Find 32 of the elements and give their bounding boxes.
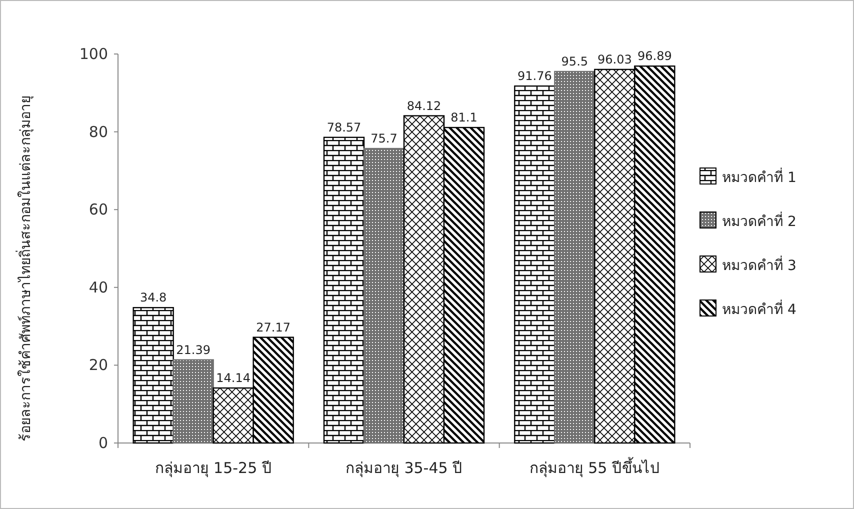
bar [323, 136, 365, 444]
legend-label: หมวดคำที่ 2 [722, 212, 796, 230]
legend-label: หมวดคำที่ 1 [722, 168, 796, 186]
x-tick-label: กลุ่มอายุ 35-45 ปี [345, 459, 463, 478]
bar [514, 85, 556, 444]
bar [132, 307, 174, 444]
data-label: 78.57 [326, 120, 362, 134]
y-tick-label: 60 [88, 200, 108, 219]
data-label: 21.39 [176, 342, 211, 357]
bar [172, 359, 214, 444]
x-tick-label: กลุ่มอายุ 15-25 ปี [154, 459, 272, 478]
y-tick-label: 80 [88, 122, 108, 141]
data-label: 14.14 [216, 370, 251, 385]
legend-label: หมวดคำที่ 3 [722, 256, 796, 274]
data-label: 95.5 [561, 54, 588, 69]
data-label: 96.03 [597, 52, 632, 66]
data-label: 27.17 [256, 320, 291, 334]
data-label: 96.89 [637, 49, 672, 64]
y-tick-label: 40 [88, 278, 108, 296]
data-label: 91.76 [517, 69, 552, 84]
y-tick-label: 20 [88, 356, 108, 374]
bar [554, 70, 596, 444]
data-label: 84.12 [406, 98, 442, 113]
y-tick-label: 0 [98, 434, 108, 452]
bar [363, 148, 405, 444]
legend-label: หมวดคำที่ 4 [722, 300, 796, 318]
x-tick-label: กลุ่มอายุ 55 ปีขึ้นไป [529, 457, 660, 478]
y-axis-title: ร้อยละการใช้คำศัพท์ภาษาไทยถิ่นสะกอมในแต่ละกลุ่มอายุ [16, 96, 34, 442]
data-label: 75.7 [370, 132, 398, 146]
data-label: 34.8 [140, 290, 167, 305]
data-label: 81.1 [450, 110, 478, 125]
y-tick-label: 100 [79, 45, 108, 63]
